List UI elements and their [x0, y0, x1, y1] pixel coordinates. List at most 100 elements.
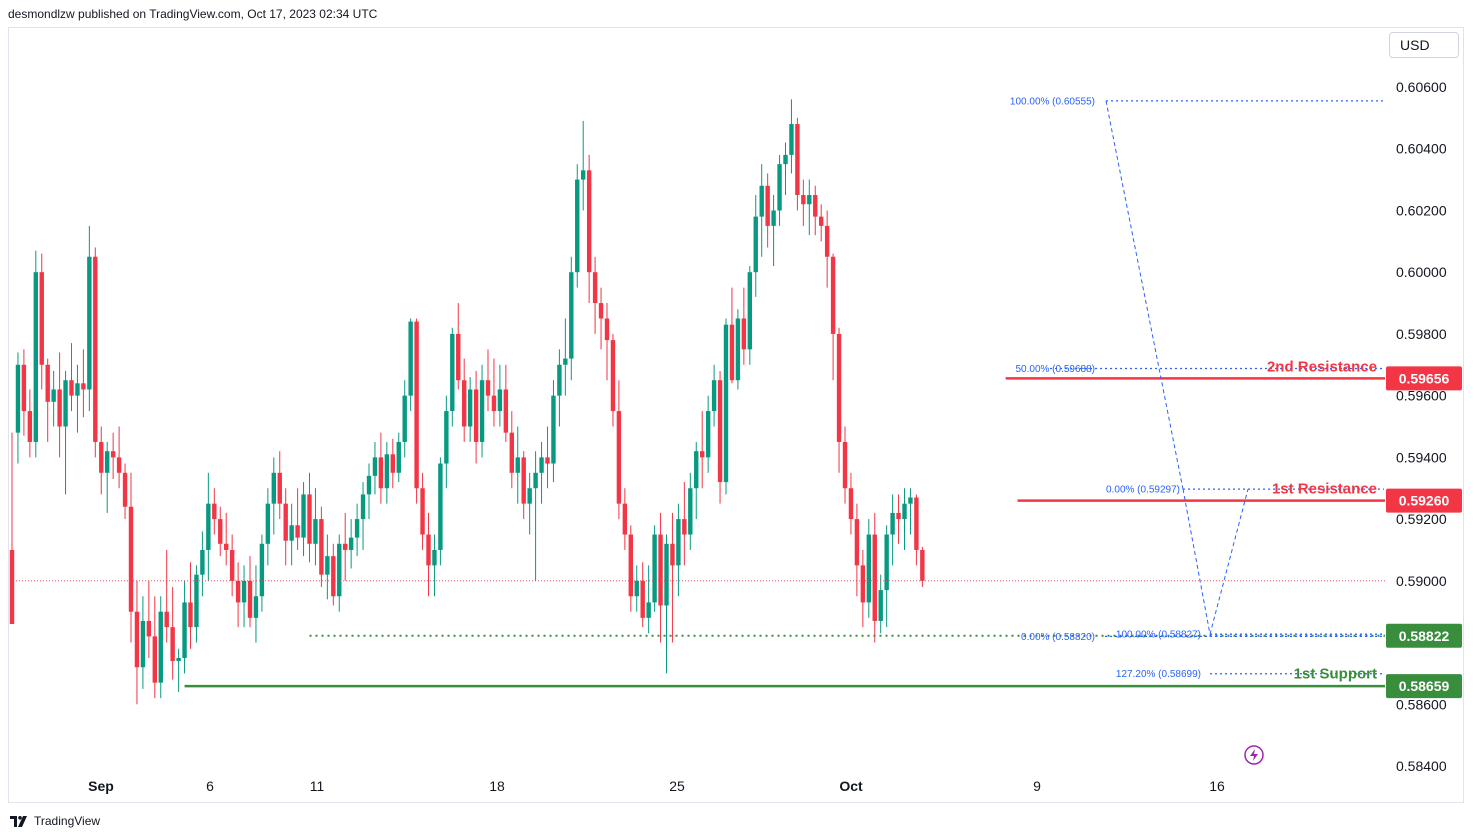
candle-body [331, 556, 336, 597]
candle [467, 377, 473, 442]
candle [705, 395, 711, 473]
candle-body [75, 383, 80, 396]
candle-body [444, 411, 449, 464]
candle [81, 349, 86, 418]
price-tick-label: 0.60400 [1396, 141, 1447, 157]
candle-body [378, 457, 384, 489]
candle [700, 411, 705, 489]
candle [45, 358, 50, 442]
candle [539, 441, 544, 504]
candle [646, 565, 651, 634]
candle-body [212, 503, 217, 520]
candle [69, 343, 74, 412]
candle-body [99, 441, 104, 473]
candle [884, 525, 889, 628]
candle [253, 565, 259, 643]
candle [229, 534, 235, 597]
fib-label: 0.00% (0.59297) [1106, 485, 1180, 496]
price-tick-label: 0.60600 [1396, 79, 1447, 95]
candle-body [670, 543, 675, 566]
footer-brand[interactable]: TradingView [34, 814, 101, 828]
candle [551, 380, 556, 483]
candle-body [354, 519, 360, 538]
candle [146, 580, 152, 658]
candle [842, 426, 848, 504]
candle [57, 352, 62, 458]
candle-body [63, 380, 68, 427]
price-label-badge: 0.58659 [1386, 674, 1462, 699]
candle [194, 565, 199, 643]
candle [426, 512, 431, 597]
candle-body [301, 494, 306, 538]
candle [15, 352, 21, 464]
candle [402, 380, 407, 458]
candle-body [581, 170, 586, 180]
candle [664, 534, 669, 674]
time-tick-label: Oct [839, 778, 863, 794]
candle [741, 287, 747, 365]
candle-body [545, 457, 550, 464]
price-tick-label: 0.59400 [1396, 449, 1447, 465]
candle [836, 327, 842, 473]
candle-body [152, 636, 157, 683]
candle-body [15, 364, 21, 433]
candle [586, 154, 592, 304]
levels-layer [10, 377, 1385, 688]
price-badge-bg [1386, 623, 1462, 648]
candle [479, 364, 485, 458]
candle-body [688, 488, 693, 535]
candle-body [497, 389, 503, 412]
candle-body [414, 321, 419, 489]
price-axis: 0.60600 0.60400 0.60200 0.60000 0.59800 0.596… [1396, 79, 1447, 774]
candle [598, 287, 604, 350]
candle [343, 512, 348, 581]
candle-body [592, 272, 598, 304]
currency-button[interactable]: USD [1389, 32, 1459, 58]
fib-trend-line [1182, 489, 1211, 635]
candle-body [289, 525, 294, 541]
candle-body [819, 216, 824, 226]
candle-body [259, 543, 265, 597]
lightning-icon[interactable] [1244, 745, 1264, 765]
candle [307, 472, 312, 563]
candle [325, 534, 330, 600]
candle-body [27, 411, 33, 442]
level-name: 1st Support [1294, 666, 1377, 683]
candle-body [224, 543, 229, 550]
candle [819, 204, 824, 242]
candle-body [348, 537, 354, 550]
price-tick-label: 0.58400 [1396, 758, 1447, 774]
candle-body [128, 506, 134, 612]
candle-body [872, 534, 877, 621]
candle [652, 525, 657, 612]
candle-body [896, 512, 901, 520]
candle-body [551, 395, 556, 464]
candle [723, 318, 729, 495]
candle-body [664, 543, 669, 606]
candle-body [182, 602, 187, 658]
price-badge-bg [1386, 488, 1462, 513]
tradingview-logo-icon[interactable] [10, 815, 30, 827]
candle [896, 494, 901, 544]
candle-body [807, 195, 812, 205]
candle [176, 648, 181, 692]
candle-body [569, 272, 574, 359]
candle [807, 179, 812, 236]
candle-body [848, 488, 854, 520]
time-tick-label: 6 [206, 778, 214, 794]
candle [610, 333, 616, 427]
candle [747, 266, 752, 365]
candle-body [652, 534, 657, 603]
price-label-badge: 0.59656 [1386, 366, 1462, 391]
candle-body [783, 154, 788, 165]
candle [575, 164, 580, 288]
publisher-header: desmondlzw published on TradingView.com,… [8, 7, 378, 21]
candle [21, 349, 27, 436]
price-tick-label: 0.60200 [1396, 202, 1447, 218]
footer: TradingView [10, 814, 100, 828]
candle [420, 472, 425, 550]
candle-body [247, 580, 253, 618]
candle [450, 327, 455, 427]
candle-body [438, 463, 443, 550]
